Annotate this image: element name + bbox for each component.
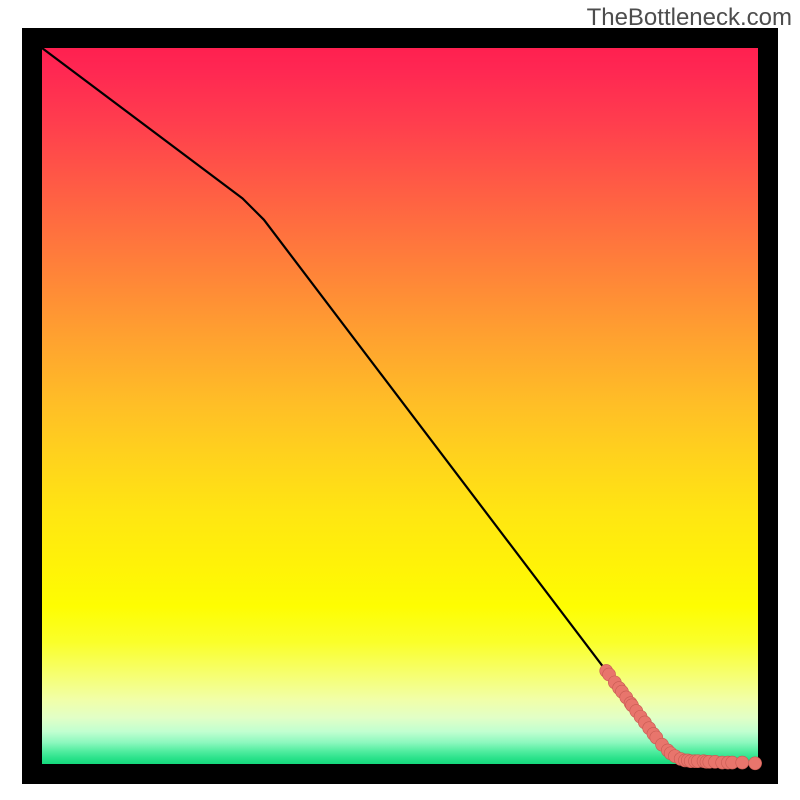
- curve-marker: [749, 757, 762, 770]
- plot-background: [42, 48, 758, 764]
- chart-svg: [0, 0, 800, 800]
- chart-stage: TheBottleneck.com: [0, 0, 800, 800]
- curve-marker: [736, 756, 749, 769]
